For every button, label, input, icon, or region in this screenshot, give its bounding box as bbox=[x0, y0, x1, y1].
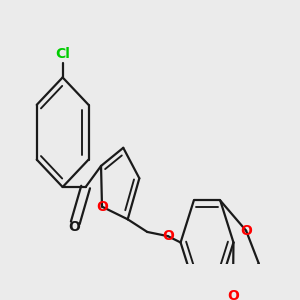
Text: Cl: Cl bbox=[55, 47, 70, 61]
Text: O: O bbox=[240, 224, 252, 238]
Text: O: O bbox=[227, 289, 239, 300]
Text: O: O bbox=[96, 200, 108, 214]
Text: O: O bbox=[162, 229, 174, 243]
Text: O: O bbox=[68, 220, 80, 234]
